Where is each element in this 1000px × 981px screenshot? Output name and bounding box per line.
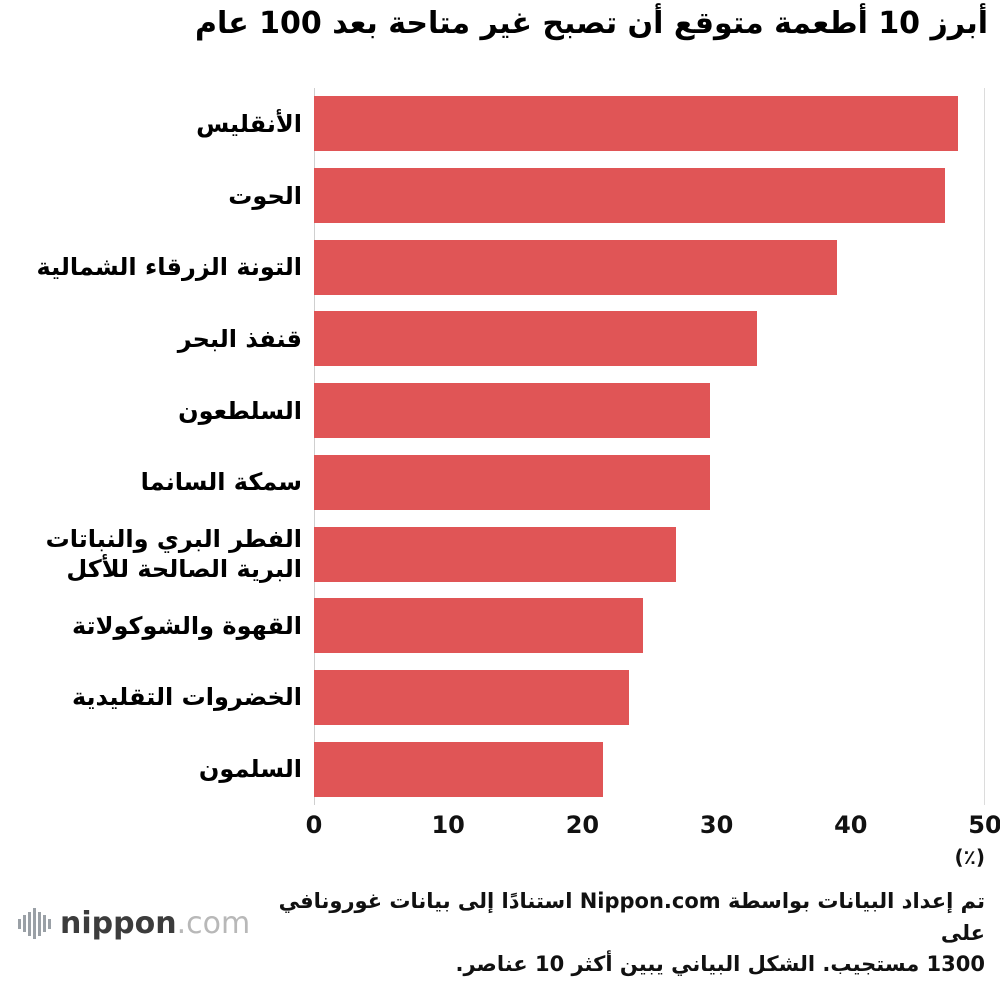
axis-tick-label: 50 [968, 811, 1000, 839]
bar-area [314, 231, 985, 303]
chart-row: السلطعون [15, 375, 985, 447]
chart-row: التونة الزرقاء الشمالية [15, 231, 985, 303]
chart-row: سمكة السانما [15, 447, 985, 519]
bar-area [314, 733, 985, 805]
chart-rows: الأنقليس الحوت التونة الزرقاء الشمالية قنفذ… [15, 88, 985, 805]
category-label: قنفذ البحر [177, 324, 302, 353]
bar-area [314, 375, 985, 447]
axis-tick-label: 10 [431, 811, 465, 839]
category-label: الحوت [228, 181, 302, 210]
gridline-right-edge [984, 88, 985, 805]
category-label: سمكة السانما [140, 468, 302, 497]
chart-title: أبرز 10 أطعمة متوقع أن تصبح غير متاحة بع… [194, 6, 988, 41]
axis-baseline [314, 88, 315, 805]
bar [314, 383, 710, 439]
bar-area [314, 88, 985, 160]
waveform-icon [18, 908, 51, 939]
chart-row: الحوت [15, 160, 985, 232]
chart-row: السلمون [15, 733, 985, 805]
bar [314, 526, 677, 582]
axis-tick-label: 20 [565, 811, 600, 839]
chart-row: قنفذ البحر [15, 303, 985, 375]
bar [314, 741, 603, 797]
axis-tick-label: 30 [699, 811, 734, 839]
logo-wordmark: nippon.com [60, 906, 250, 941]
chart-row: الفطر البري والنباتات البرية الصالحة للأ… [15, 518, 985, 590]
bar [314, 454, 710, 510]
category-label: التونة الزرقاء الشمالية [36, 253, 302, 282]
bar [314, 669, 630, 725]
axis-ticks: 0 10 20 30 40 50 [306, 805, 1000, 841]
bar-area [314, 590, 985, 662]
axis-tick-label: 40 [834, 811, 868, 839]
bar [314, 311, 757, 367]
logo-suffix: .com [176, 906, 251, 941]
category-label: السلطعون [178, 396, 302, 425]
bar-area [314, 662, 985, 734]
bar-area [314, 447, 985, 519]
bar-area [314, 303, 985, 375]
category-label: الخضروات التقليدية [71, 683, 302, 712]
bar [314, 96, 959, 152]
chart-row: الخضروات التقليدية [15, 662, 985, 734]
source-note-line2: 1300 مستجيب. الشكل البياني يبين أكثر 10 … [455, 952, 986, 976]
category-label: الفطر البري والنباتات البرية الصالحة للأ… [45, 525, 302, 584]
source-note-line1: تم إعداد البيانات بواسطة Nippon.com استن… [278, 889, 985, 945]
bar-area [314, 518, 985, 590]
chart-row: الأنقليس [15, 88, 985, 160]
logo-text: nippon [60, 906, 177, 941]
axis-tick-label: 0 [305, 811, 323, 839]
bar [314, 239, 838, 295]
category-label: القهوة والشوكولاتة [72, 611, 302, 640]
bar-chart: الأنقليس الحوت التونة الزرقاء الشمالية قنفذ… [15, 88, 1000, 841]
chart-row: القهوة والشوكولاتة [15, 590, 985, 662]
axis-unit-label: (٪) [954, 845, 986, 869]
nippon-logo: nippon.com [18, 906, 250, 941]
bar [314, 598, 643, 654]
category-label: السلمون [198, 755, 302, 784]
source-note: تم إعداد البيانات بواسطة Nippon.com استن… [260, 886, 985, 981]
bar-area [314, 160, 985, 232]
category-label: الأنقليس [196, 109, 302, 138]
bar [314, 168, 945, 224]
